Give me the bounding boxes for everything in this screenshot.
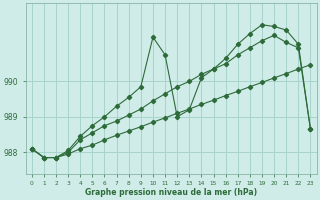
X-axis label: Graphe pression niveau de la mer (hPa): Graphe pression niveau de la mer (hPa) [85,188,257,197]
